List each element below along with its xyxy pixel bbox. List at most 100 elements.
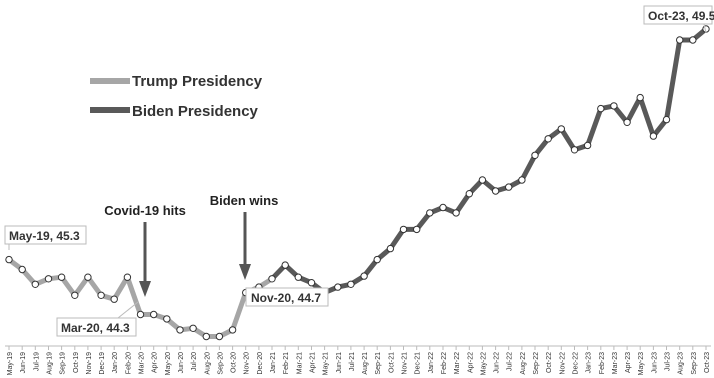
- x-tick-label: Mar-21: [296, 352, 303, 374]
- data-point-feb-23: [597, 104, 605, 113]
- x-tick-label: Sep-21: [375, 352, 382, 375]
- covid-label: Covid-19 hits: [104, 203, 186, 218]
- x-tick-label: May-19: [7, 352, 14, 375]
- x-tick-label: May-23: [638, 352, 645, 375]
- x-tick-label: Oct-23: [704, 352, 711, 373]
- x-tick-label: Mar-20: [139, 352, 146, 374]
- x-tick-label: May-20: [165, 352, 172, 375]
- x-tick-label: Feb-20: [125, 352, 132, 374]
- data-point-oct-20: [228, 326, 237, 334]
- data-point-nov-22: [557, 125, 565, 133]
- data-point-sep-19: [57, 273, 66, 281]
- data-point-sep-21: [373, 255, 381, 264]
- data-point-jul-23: [662, 115, 671, 124]
- data-point-apr-22: [465, 190, 473, 198]
- x-tick-label: Aug-23: [678, 352, 685, 375]
- x-tick-label: Sep-22: [533, 352, 540, 375]
- data-point-mar-21: [294, 273, 302, 281]
- data-point-jan-20: [110, 295, 118, 303]
- x-tick-label: Jul-20: [191, 352, 198, 371]
- series-line-biden: [269, 26, 709, 296]
- x-tick-label: Nov-20: [244, 352, 251, 375]
- data-point-may-22: [478, 176, 487, 184]
- data-point-oct-19: [71, 291, 79, 299]
- covid-point-label: Mar-20, 44.3: [61, 321, 130, 335]
- legend: Trump Presidency Biden Presidency: [90, 73, 263, 120]
- x-tick-label: Apr-23: [625, 352, 632, 373]
- covid-point-leader: [117, 301, 139, 319]
- x-tick-label: Dec-19: [99, 352, 106, 375]
- biden-label: Biden wins: [210, 193, 279, 208]
- data-point-jul-21: [347, 280, 355, 288]
- data-point-aug-22: [518, 176, 526, 184]
- end-label-box: [643, 5, 713, 25]
- data-point-mar-22: [452, 209, 460, 217]
- x-tick-label: Dec-20: [257, 352, 264, 375]
- data-point-sep-22: [531, 151, 539, 160]
- data-point-feb-21: [281, 261, 289, 269]
- data-point-aug-19: [44, 275, 53, 283]
- x-tick-label: May-22: [480, 352, 487, 375]
- annotations: May-19, 45.3 Covid-19 hits Mar-20, 44.3 …: [4, 5, 714, 337]
- x-tick-label: May-21: [323, 352, 330, 375]
- series-lines: [6, 26, 709, 339]
- biden-point-label: Nov-20, 44.7: [251, 291, 321, 305]
- x-tick-label: Jan-20: [112, 352, 119, 374]
- data-point-apr-21: [307, 279, 316, 287]
- end-label: Oct-23, 49.5: [648, 9, 714, 23]
- x-tick-label: Nov-19: [86, 352, 93, 375]
- covid-point-box: [56, 317, 137, 337]
- x-tick-label: Sep-23: [691, 352, 698, 375]
- data-point-jul-20: [189, 324, 197, 332]
- x-tick-label: Mar-22: [454, 352, 461, 374]
- data-point-may-23: [636, 93, 644, 102]
- biden-arrow-head: [239, 264, 251, 280]
- x-tick-label: Jul-21: [349, 352, 356, 371]
- data-point-jun-23: [649, 132, 658, 140]
- data-point-oct-22: [544, 135, 552, 143]
- x-tick-label: Feb-21: [283, 352, 290, 374]
- data-point-jun-21: [334, 283, 342, 291]
- data-point-apr-20: [150, 310, 158, 319]
- series-line-trump: [6, 257, 275, 339]
- x-tick-label: Jun-23: [651, 352, 658, 374]
- x-tick-label: Mar-23: [612, 352, 619, 374]
- data-point-may-20: [163, 315, 171, 323]
- x-tick-label: Feb-22: [441, 352, 448, 374]
- data-point-oct-21: [386, 244, 395, 253]
- data-point-nov-19: [84, 273, 92, 281]
- data-point-mar-23: [610, 102, 618, 110]
- x-tick-label: Jun-19: [20, 352, 27, 374]
- x-tick-label: Jan-22: [428, 352, 435, 374]
- data-point-jun-22: [491, 187, 500, 195]
- x-tick-label: Jun-22: [494, 352, 501, 374]
- data-point-jul-22: [505, 183, 513, 191]
- data-point-sep-23: [689, 36, 697, 44]
- x-tick-label: Oct-21: [388, 352, 395, 373]
- x-tick-label: Oct-20: [231, 352, 238, 373]
- data-points: [5, 25, 710, 341]
- data-point-jan-22: [426, 209, 434, 217]
- data-point-dec-21: [413, 225, 421, 234]
- x-tick-label: Jan-23: [586, 352, 593, 374]
- data-point-jan-21: [268, 275, 276, 283]
- data-point-jun-20: [176, 326, 184, 334]
- data-point-aug-20: [202, 332, 211, 341]
- data-point-jun-19: [18, 265, 26, 274]
- x-tick-label: Sep-20: [217, 352, 224, 375]
- x-tick-label: Jul-22: [507, 352, 514, 371]
- data-point-nov-21: [399, 225, 408, 234]
- covid-arrow-head: [139, 281, 151, 297]
- x-tick-label: Sep-19: [60, 352, 67, 375]
- data-point-dec-19: [97, 291, 105, 299]
- data-point-feb-20: [123, 273, 132, 281]
- data-point-jul-19: [31, 280, 39, 288]
- x-axis-ticks: May-19 Jun-19 Jul-19 Aug-19 Sep-19 Oct-19 Nov-…: [7, 346, 711, 375]
- x-tick-label: Feb-23: [599, 352, 606, 374]
- biden-point-box: [245, 287, 329, 307]
- x-tick-label: Aug-20: [204, 352, 211, 375]
- x-tick-label: Aug-19: [47, 352, 54, 375]
- x-tick-label: Dec-21: [415, 352, 422, 375]
- data-point-aug-21: [360, 272, 368, 280]
